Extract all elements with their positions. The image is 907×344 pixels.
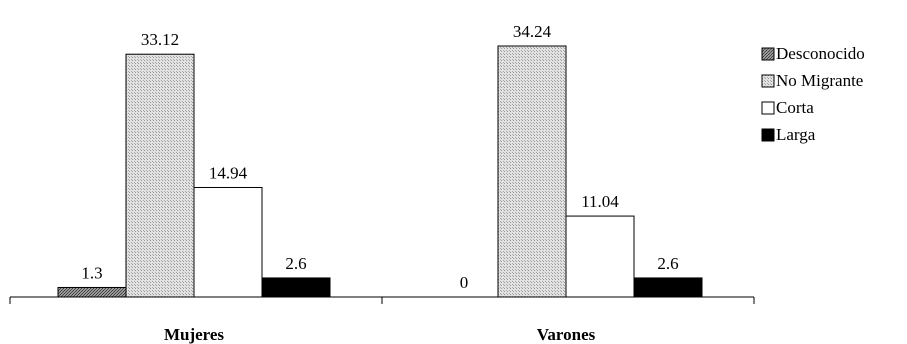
x-axis: Mujeres Varones — [9, 296, 755, 344]
bar-mujeres-larga — [261, 277, 331, 298]
legend-label-larga: Larga — [776, 125, 816, 144]
bar-mujeres-desconocido — [57, 286, 127, 298]
legend-swatch-larga — [761, 128, 775, 142]
value-label-varones-corta: 11.04 — [581, 192, 619, 211]
legend-label-no-migrante: No Migrante — [776, 71, 863, 90]
legend-label-desconocido: Desconocido — [776, 44, 865, 63]
bar-mujeres-no-migrante — [125, 53, 195, 298]
legend: Desconocido No Migrante Corta Larga — [761, 44, 865, 144]
value-label-mujeres-corta: 14.94 — [209, 163, 248, 182]
value-label-varones-larga: 2.6 — [657, 254, 678, 273]
category-label-varones: Varones — [537, 325, 596, 344]
value-label-mujeres-larga: 2.6 — [285, 254, 306, 273]
legend-swatch-desconocido — [761, 47, 775, 61]
legend-swatch-no-migrante — [761, 74, 775, 88]
value-label-varones-desconocido: 0 — [460, 273, 469, 292]
value-label-mujeres-desconocido: 1.3 — [81, 263, 102, 282]
bar-varones-no-migrante — [497, 45, 567, 298]
value-label-varones-no-migrante: 34.24 — [513, 22, 552, 41]
value-labels-layer: 1.3 33.12 14.94 2.6 0 34.24 11.04 2.6 — [81, 22, 678, 292]
bars-layer — [57, 45, 703, 298]
category-label-mujeres: Mujeres — [164, 325, 224, 344]
value-label-mujeres-no-migrante: 33.12 — [141, 30, 179, 49]
bar-mujeres-corta — [193, 186, 263, 298]
legend-label-corta: Corta — [776, 98, 814, 117]
legend-swatch-corta — [761, 101, 775, 115]
bar-varones-larga — [633, 277, 703, 298]
bar-varones-corta — [565, 215, 635, 298]
